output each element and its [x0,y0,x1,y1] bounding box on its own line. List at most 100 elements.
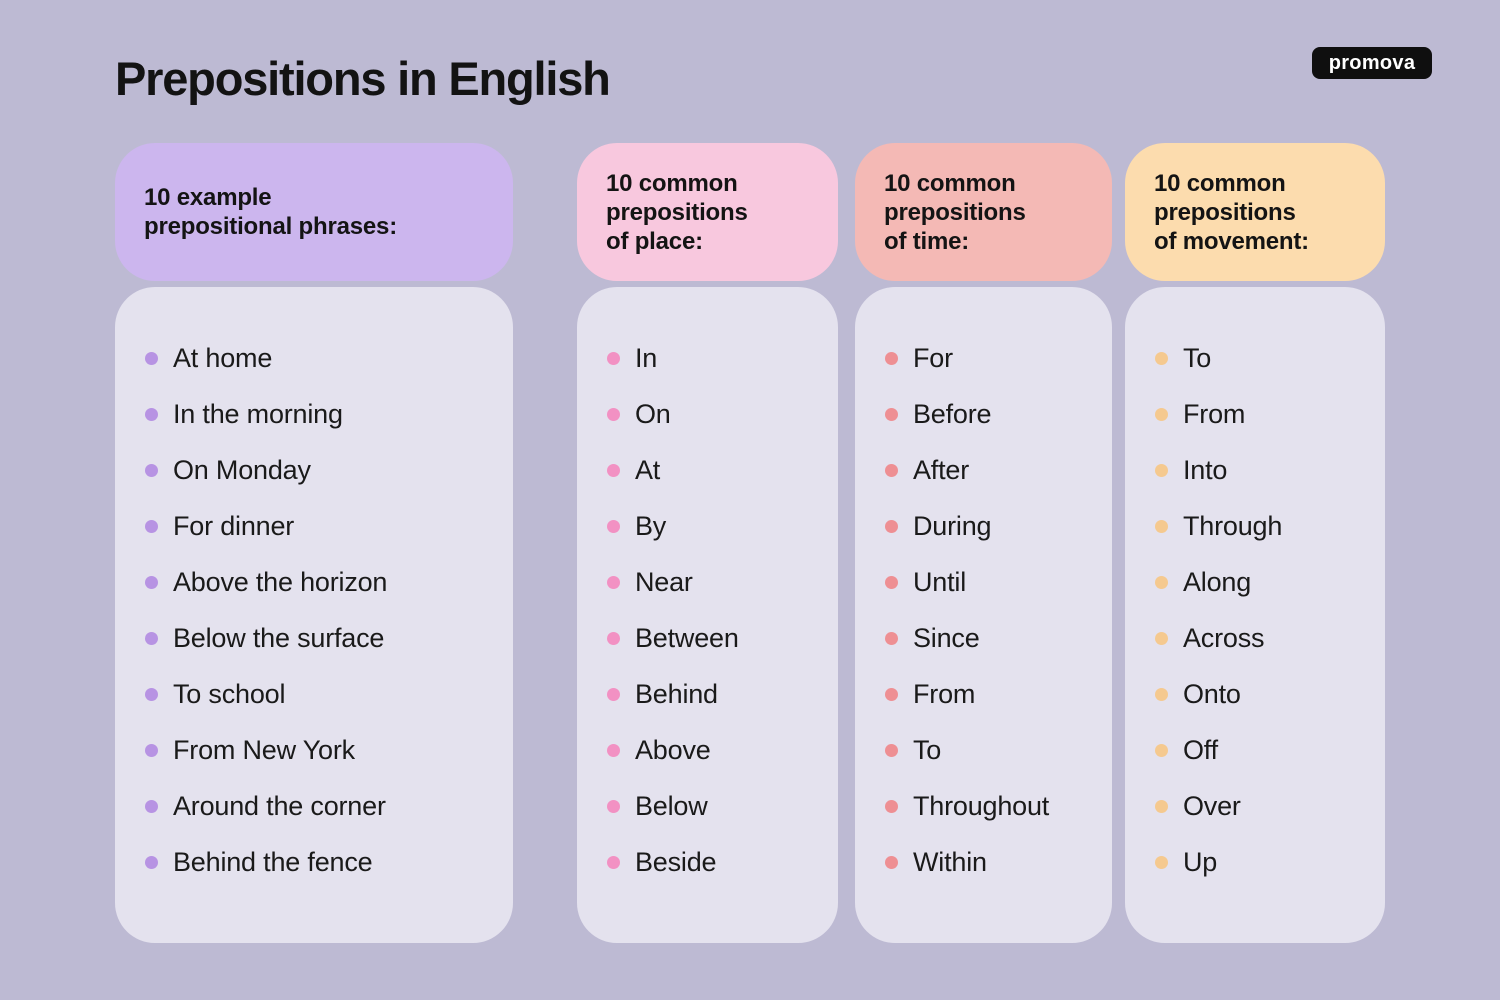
list-item: Through [1155,498,1385,554]
list-item: Between [607,610,838,666]
bullet-icon [1155,687,1168,701]
column-panel-time: For Before After During Until Since From To Thro… [855,287,1112,943]
bullet-icon [145,519,158,533]
column-panel-place: In On At By Near Between Behind Above Below Besid… [577,287,838,943]
item-label: From New York [173,734,355,765]
list-item: Below the surface [145,610,513,666]
list-item: Within [885,834,1112,890]
list-item: Around the corner [145,778,513,834]
bullet-icon [607,799,620,813]
bullet-icon [145,687,158,701]
promova-logo: promova [1312,47,1432,79]
item-label: For dinner [173,510,295,541]
item-label: Until [913,566,967,597]
list-item: On Monday [145,442,513,498]
bullet-icon [1155,351,1168,365]
list-item: In [607,330,838,386]
item-label: Beside [635,846,717,877]
bullet-icon [1155,519,1168,533]
item-label: To [1183,342,1212,373]
item-label: Near [635,566,693,597]
list-item: By [607,498,838,554]
list-item: Before [885,386,1112,442]
bullet-icon [885,575,898,589]
bullet-icon [607,407,620,421]
list-item: Onto [1155,666,1385,722]
bullet-icon [145,855,158,869]
list-item: Beside [607,834,838,890]
list-item: Above the horizon [145,554,513,610]
bullet-icon [885,631,898,645]
bullet-icon [885,855,898,869]
item-label: By [635,510,667,541]
list-item: Behind the fence [145,834,513,890]
list-item: Throughout [885,778,1112,834]
item-list: To From Into Through Along Across Onto Off Over U… [1125,287,1385,890]
item-label: From [1183,398,1246,429]
item-label: Onto [1183,678,1241,709]
column-place: 10 common prepositions of place: In On At By… [577,143,838,943]
list-item: From [885,666,1112,722]
bullet-icon [885,687,898,701]
list-item: Until [885,554,1112,610]
list-item: Near [607,554,838,610]
column-phrases: 10 example prepositional phrases: At home… [115,143,513,943]
list-item: Along [1155,554,1385,610]
bullet-icon [885,351,898,365]
bullet-icon [885,407,898,421]
item-label: During [913,510,992,541]
bullet-icon [1155,631,1168,645]
list-item: For dinner [145,498,513,554]
list-item: Below [607,778,838,834]
bullet-icon [1155,743,1168,757]
list-item: For [885,330,1112,386]
column-header-phrases: 10 example prepositional phrases: [115,143,513,281]
list-item: At home [145,330,513,386]
list-item: After [885,442,1112,498]
bullet-icon [885,519,898,533]
bullet-icon [145,799,158,813]
list-item: Across [1155,610,1385,666]
list-item: To school [145,666,513,722]
page-title: Prepositions in English [115,52,611,105]
item-label: Above the horizon [173,566,388,597]
bullet-icon [607,575,620,589]
item-label: Between [635,622,739,653]
column-header-place: 10 common prepositions of place: [577,143,838,281]
columns-container: 10 example prepositional phrases: At home… [115,143,1500,943]
list-item: At [607,442,838,498]
column-panel-movement: To From Into Through Along Across Onto Off Over U… [1125,287,1385,943]
column-header-text: 10 example prepositional phrases: [144,184,397,240]
item-label: Across [1183,622,1265,653]
bullet-icon [1155,799,1168,813]
bullet-icon [1155,575,1168,589]
list-item: Off [1155,722,1385,778]
bullet-icon [1155,463,1168,477]
item-label: On [635,398,671,429]
item-label: From [913,678,976,709]
item-list: In On At By Near Between Behind Above Below Besid… [577,287,838,890]
item-label: Below [635,790,708,821]
bullet-icon [607,743,620,757]
list-item: From [1155,386,1385,442]
column-header-text: 10 common prepositions of movement: [1154,169,1309,255]
item-label: Behind [635,678,718,709]
bullet-icon [145,743,158,757]
bullet-icon [145,407,158,421]
item-label: Up [1183,846,1218,877]
item-label: Over [1183,790,1241,821]
item-label: Into [1183,454,1228,485]
column-movement: 10 common prepositions of movement: To Fro… [1125,143,1385,943]
item-label: Since [913,622,980,653]
list-item: Since [885,610,1112,666]
item-label: Around the corner [173,790,386,821]
item-label: After [913,454,970,485]
column-header-text: 10 common prepositions of place: [606,169,748,255]
item-label: Above [635,734,711,765]
list-item: On [607,386,838,442]
list-item: During [885,498,1112,554]
promova-logo-text: promova [1328,51,1416,74]
item-list: At home In the morning On Monday For dinner… [115,287,513,890]
bullet-icon [145,631,158,645]
bullet-icon [145,463,158,477]
